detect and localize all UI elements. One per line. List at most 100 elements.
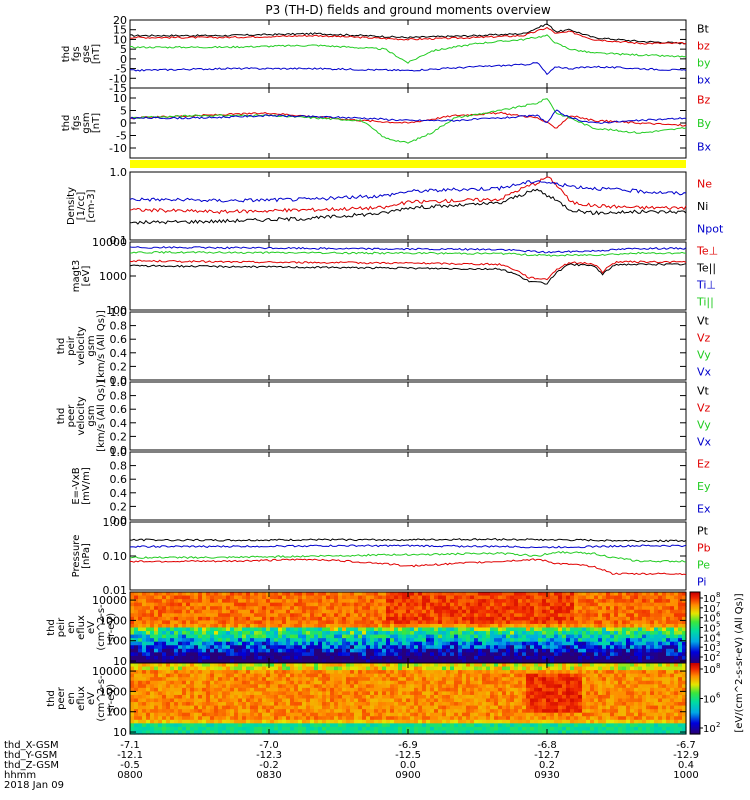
spectrogram-cell bbox=[230, 599, 235, 604]
spectrogram-cell bbox=[562, 606, 567, 611]
spectrogram-cell bbox=[238, 592, 243, 597]
spectrogram-cell bbox=[234, 592, 239, 597]
spectrogram-cell bbox=[234, 652, 239, 657]
spectrogram-cell bbox=[206, 631, 211, 636]
spectrogram-cell bbox=[626, 595, 631, 600]
spectrogram-cell bbox=[362, 613, 367, 618]
spectrogram-cell bbox=[226, 723, 231, 728]
spectrogram-cell bbox=[674, 620, 679, 625]
spectrogram-cell bbox=[274, 698, 279, 703]
spectrogram-cell bbox=[342, 691, 347, 696]
spectrogram-cell bbox=[202, 613, 207, 618]
spectrogram-cell bbox=[534, 602, 539, 607]
spectrogram-cell bbox=[438, 694, 443, 700]
spectrogram-cell bbox=[494, 694, 499, 700]
spectrogram-cell bbox=[594, 609, 599, 614]
spectrogram-cell bbox=[306, 730, 311, 735]
spectrogram-cell bbox=[146, 592, 151, 597]
spectrogram-cell bbox=[390, 659, 395, 664]
spectrogram-cell bbox=[314, 631, 319, 636]
spectrogram-cell bbox=[530, 606, 535, 611]
spectrogram-cell bbox=[446, 673, 451, 678]
spectrogram-cell bbox=[506, 631, 511, 636]
spectrogram-cell bbox=[422, 684, 427, 689]
spectrogram-cell bbox=[586, 595, 591, 600]
spectrogram-cell bbox=[658, 609, 663, 614]
spectrogram-cell bbox=[274, 694, 279, 700]
spectrogram-cell bbox=[326, 702, 331, 707]
spectrogram-cell bbox=[390, 592, 395, 597]
spectrogram-cell bbox=[270, 670, 275, 675]
spectrogram-cell bbox=[618, 595, 623, 600]
spectrogram-cell bbox=[662, 641, 667, 646]
spectrogram-cell bbox=[298, 677, 303, 682]
spectrogram-cell bbox=[506, 634, 511, 639]
spectrogram-cell bbox=[658, 641, 663, 646]
spectrogram-cell bbox=[398, 716, 403, 721]
legend-entry: Vy bbox=[697, 419, 711, 432]
spectrogram-cell bbox=[454, 719, 459, 724]
spectrogram-cell bbox=[310, 687, 315, 692]
spectrogram-cell bbox=[302, 726, 307, 732]
spectrogram-cell bbox=[242, 691, 247, 696]
spectrogram-cell bbox=[322, 602, 327, 607]
spectrogram-cell bbox=[622, 595, 627, 600]
spectrogram-cell bbox=[438, 698, 443, 703]
spectrogram-cell bbox=[378, 687, 383, 692]
spectrogram-cell bbox=[258, 634, 263, 639]
spectrogram-cell bbox=[638, 602, 643, 607]
spectrogram-cell bbox=[278, 592, 283, 597]
spectrogram-cell bbox=[554, 655, 559, 661]
y-axis-label-line: [cm-3] bbox=[86, 189, 97, 222]
spectrogram-cell bbox=[450, 627, 455, 632]
spectrogram-cell bbox=[150, 730, 155, 735]
spectrogram-cell bbox=[226, 627, 231, 632]
spectrogram-cell bbox=[482, 687, 487, 692]
spectrogram-cell bbox=[426, 723, 431, 728]
spectrogram-cell bbox=[190, 631, 195, 636]
spectrogram-cell bbox=[358, 670, 363, 675]
spectrogram-cell bbox=[474, 716, 479, 721]
spectrogram-cell bbox=[226, 705, 231, 710]
spectrogram-cell bbox=[138, 716, 143, 721]
spectrogram-cell bbox=[210, 691, 215, 696]
spectrogram-cell bbox=[354, 627, 359, 632]
spectrogram-cell bbox=[450, 606, 455, 611]
spectrogram-cell bbox=[174, 648, 179, 653]
spectrogram-cell bbox=[246, 670, 251, 675]
spectrogram-cell bbox=[174, 659, 179, 664]
spectrogram-cell bbox=[466, 659, 471, 664]
spectrogram-cell bbox=[298, 648, 303, 653]
spectrogram-cell bbox=[546, 645, 551, 650]
spectrogram-cell bbox=[666, 652, 671, 657]
spectrogram-cell bbox=[186, 680, 191, 685]
spectrogram-cell bbox=[322, 691, 327, 696]
spectrogram-cell bbox=[166, 599, 171, 604]
spectrogram-cell bbox=[206, 659, 211, 664]
spectrogram-cell bbox=[402, 609, 407, 614]
spectrogram-cell bbox=[334, 641, 339, 646]
spectrogram-cell bbox=[142, 631, 147, 636]
spectrogram-cell bbox=[514, 623, 519, 629]
spectrogram-cell bbox=[182, 641, 187, 646]
spectrogram-cell bbox=[214, 631, 219, 636]
spectrogram-cell bbox=[618, 602, 623, 607]
spectrogram-cell bbox=[414, 691, 419, 696]
spectrogram-cell bbox=[402, 620, 407, 625]
spectrogram-cell bbox=[650, 620, 655, 625]
spectrogram-cell bbox=[658, 645, 663, 650]
spectrogram-cell bbox=[206, 652, 211, 657]
spectrogram-cell bbox=[450, 663, 455, 668]
spectrogram-cell bbox=[498, 705, 503, 710]
spectrogram-cell bbox=[246, 606, 251, 611]
spectrogram-cell bbox=[546, 638, 551, 643]
spectrogram-cell bbox=[226, 620, 231, 625]
spectrogram-cell bbox=[338, 702, 343, 707]
spectrogram-cell bbox=[318, 709, 323, 714]
spectrogram-cell bbox=[202, 627, 207, 632]
spectrogram-cell bbox=[474, 698, 479, 703]
spectrogram-cell bbox=[434, 592, 439, 597]
spectrogram-cell bbox=[150, 666, 155, 671]
spectrogram-cell bbox=[250, 620, 255, 625]
spectrogram-cell bbox=[142, 698, 147, 703]
